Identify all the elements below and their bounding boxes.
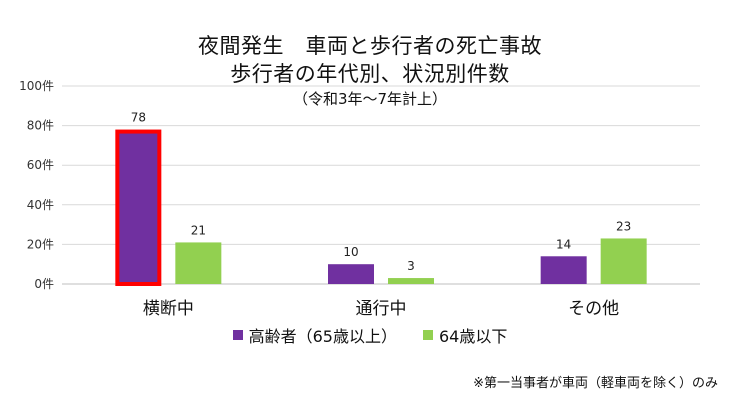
legend-item-elderly: 高齢者（65歳以上） (232, 323, 397, 347)
bar-elderly (115, 129, 162, 286)
legend-label-younger: 64歳以下 (439, 327, 508, 346)
legend-swatch-younger (423, 330, 433, 340)
data-label: 21 (191, 223, 206, 237)
y-tick-label: 40件 (27, 198, 54, 212)
data-label: 23 (616, 219, 631, 233)
legend-swatch-elderly (232, 330, 243, 340)
legend: 高齢者（65歳以上） 64歳以下 (0, 323, 740, 347)
bar-elderly (540, 256, 587, 284)
x-tick-label: 通行中 (356, 299, 407, 319)
chart-title-line-1: 夜間発生 車両と歩行者の死亡事故 (198, 34, 542, 58)
x-tick-label: 横断中 (143, 299, 194, 319)
data-label: 10 (343, 245, 358, 259)
footnote: ※第一当事者が車両（軽車両を除く）のみ (473, 376, 718, 391)
legend-label-elderly: 高齢者（65歳以上） (248, 327, 397, 346)
data-label: 14 (556, 237, 571, 251)
bar-younger (388, 278, 434, 284)
chart-title-line-2: 歩行者の年代別、状況別件数 (230, 62, 510, 86)
y-tick-label: 20件 (27, 237, 54, 251)
y-tick-label: 100件 (19, 79, 54, 93)
bar-younger (600, 238, 647, 284)
bar-elderly (328, 264, 374, 284)
y-tick-label: 0件 (34, 277, 54, 291)
y-tick-label: 60件 (27, 158, 54, 172)
data-label: 78 (131, 111, 146, 125)
y-tick-label: 80件 (27, 119, 54, 133)
legend-item-younger: 64歳以下 (423, 323, 507, 347)
bar-younger (175, 242, 222, 284)
x-tick-label: その他 (568, 299, 619, 319)
data-label: 3 (407, 259, 415, 273)
chart-subtitle: （令和3年～7年計上） (292, 90, 448, 108)
